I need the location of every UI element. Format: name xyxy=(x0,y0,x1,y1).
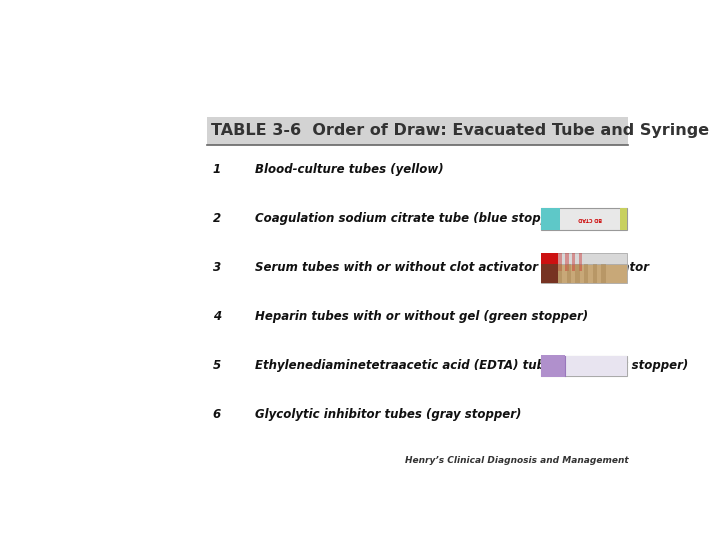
Text: Henry’s Clinical Diagnosis and Management: Henry’s Clinical Diagnosis and Managemen… xyxy=(405,456,629,465)
Text: Coagulation sodium citrate tube (blue stopper): Coagulation sodium citrate tube (blue st… xyxy=(255,212,568,225)
Text: 1: 1 xyxy=(213,163,221,176)
Bar xyxy=(541,207,560,230)
Text: Serum tubes with or without clot activator or gel separator: Serum tubes with or without clot activat… xyxy=(255,261,649,274)
Text: 4: 4 xyxy=(213,310,221,323)
Bar xyxy=(565,253,569,271)
Bar xyxy=(541,253,627,271)
Text: 5: 5 xyxy=(213,359,221,373)
Bar xyxy=(575,264,580,283)
Bar xyxy=(541,264,627,283)
Text: Blood-culture tubes (yellow): Blood-culture tubes (yellow) xyxy=(255,163,444,176)
Bar xyxy=(579,253,582,271)
Text: 6: 6 xyxy=(213,408,221,421)
Bar xyxy=(572,253,575,271)
Bar xyxy=(541,207,627,230)
Bar xyxy=(558,264,562,283)
Text: 2: 2 xyxy=(213,212,221,225)
Bar xyxy=(541,253,558,271)
Bar xyxy=(593,264,597,283)
Bar xyxy=(601,264,606,283)
Text: Ethylenediaminetetraacetic acid (EDTA) tubes (lavender stopper): Ethylenediaminetetraacetic acid (EDTA) t… xyxy=(255,359,688,373)
Text: Heparin tubes with or without gel (green stopper): Heparin tubes with or without gel (green… xyxy=(255,310,588,323)
Bar xyxy=(567,264,571,283)
Text: Glycolytic inhibitor tubes (gray stopper): Glycolytic inhibitor tubes (gray stopper… xyxy=(255,408,521,421)
Bar xyxy=(541,354,565,377)
Bar xyxy=(621,207,627,230)
Bar xyxy=(584,264,588,283)
Text: 3: 3 xyxy=(213,261,221,274)
Bar xyxy=(558,253,562,271)
Bar xyxy=(541,355,627,376)
Bar xyxy=(541,264,558,283)
Text: TABLE 3-6  Order of Draw: Evacuated Tube and Syringe: TABLE 3-6 Order of Draw: Evacuated Tube … xyxy=(211,124,709,138)
Text: BD CTAD: BD CTAD xyxy=(578,216,602,221)
Bar xyxy=(207,117,629,145)
Bar xyxy=(565,355,627,376)
